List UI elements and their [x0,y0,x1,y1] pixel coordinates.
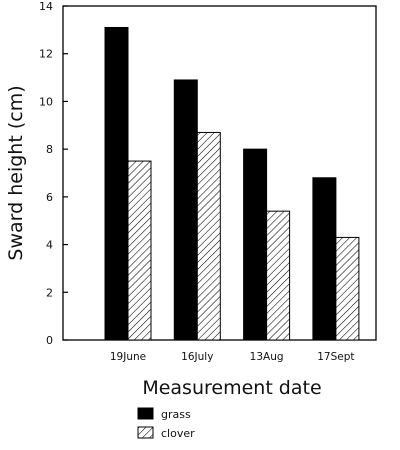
bar-grass-17Sept [312,177,337,341]
y-tick-label: 12 [39,48,53,61]
x-tick-label: 19June [110,351,146,363]
legend-label-grass: grass [161,408,191,421]
y-tick-label: 10 [39,95,53,108]
legend-swatch-grass [137,407,154,420]
bars-group [104,26,360,341]
y-tick-label: 4 [46,239,53,252]
y-tick-label: 2 [46,286,53,299]
x-tick-label: 13Aug [250,351,284,363]
x-axis-labels: 19June 16July 13Aug 17Sept [110,351,355,363]
bar-clover-19June [127,160,152,341]
bar-grass-19June [104,26,129,341]
bar-clover-16July [196,131,221,341]
bar-grass-13Aug [243,148,268,341]
x-tick-label: 17Sept [317,351,354,363]
bar-clover-17Sept [335,236,360,341]
x-tick-label: 16July [181,351,213,363]
x-axis-title: Measurement date [142,377,321,399]
legend-swatch-clover [137,426,154,439]
bar-grass-16July [173,79,198,341]
y-tick-label: 0 [46,334,53,347]
legend: grass clover [137,407,195,440]
y-tick-label: 14 [39,0,53,13]
bar-clover-13Aug [266,210,291,341]
y-axis-title: Sward height (cm) [5,85,27,260]
y-tick-label: 8 [46,143,53,156]
y-tick-label: 6 [46,191,53,204]
y-axis: 0 2 4 6 8 10 12 14 [39,0,68,347]
legend-label-clover: clover [161,427,195,440]
